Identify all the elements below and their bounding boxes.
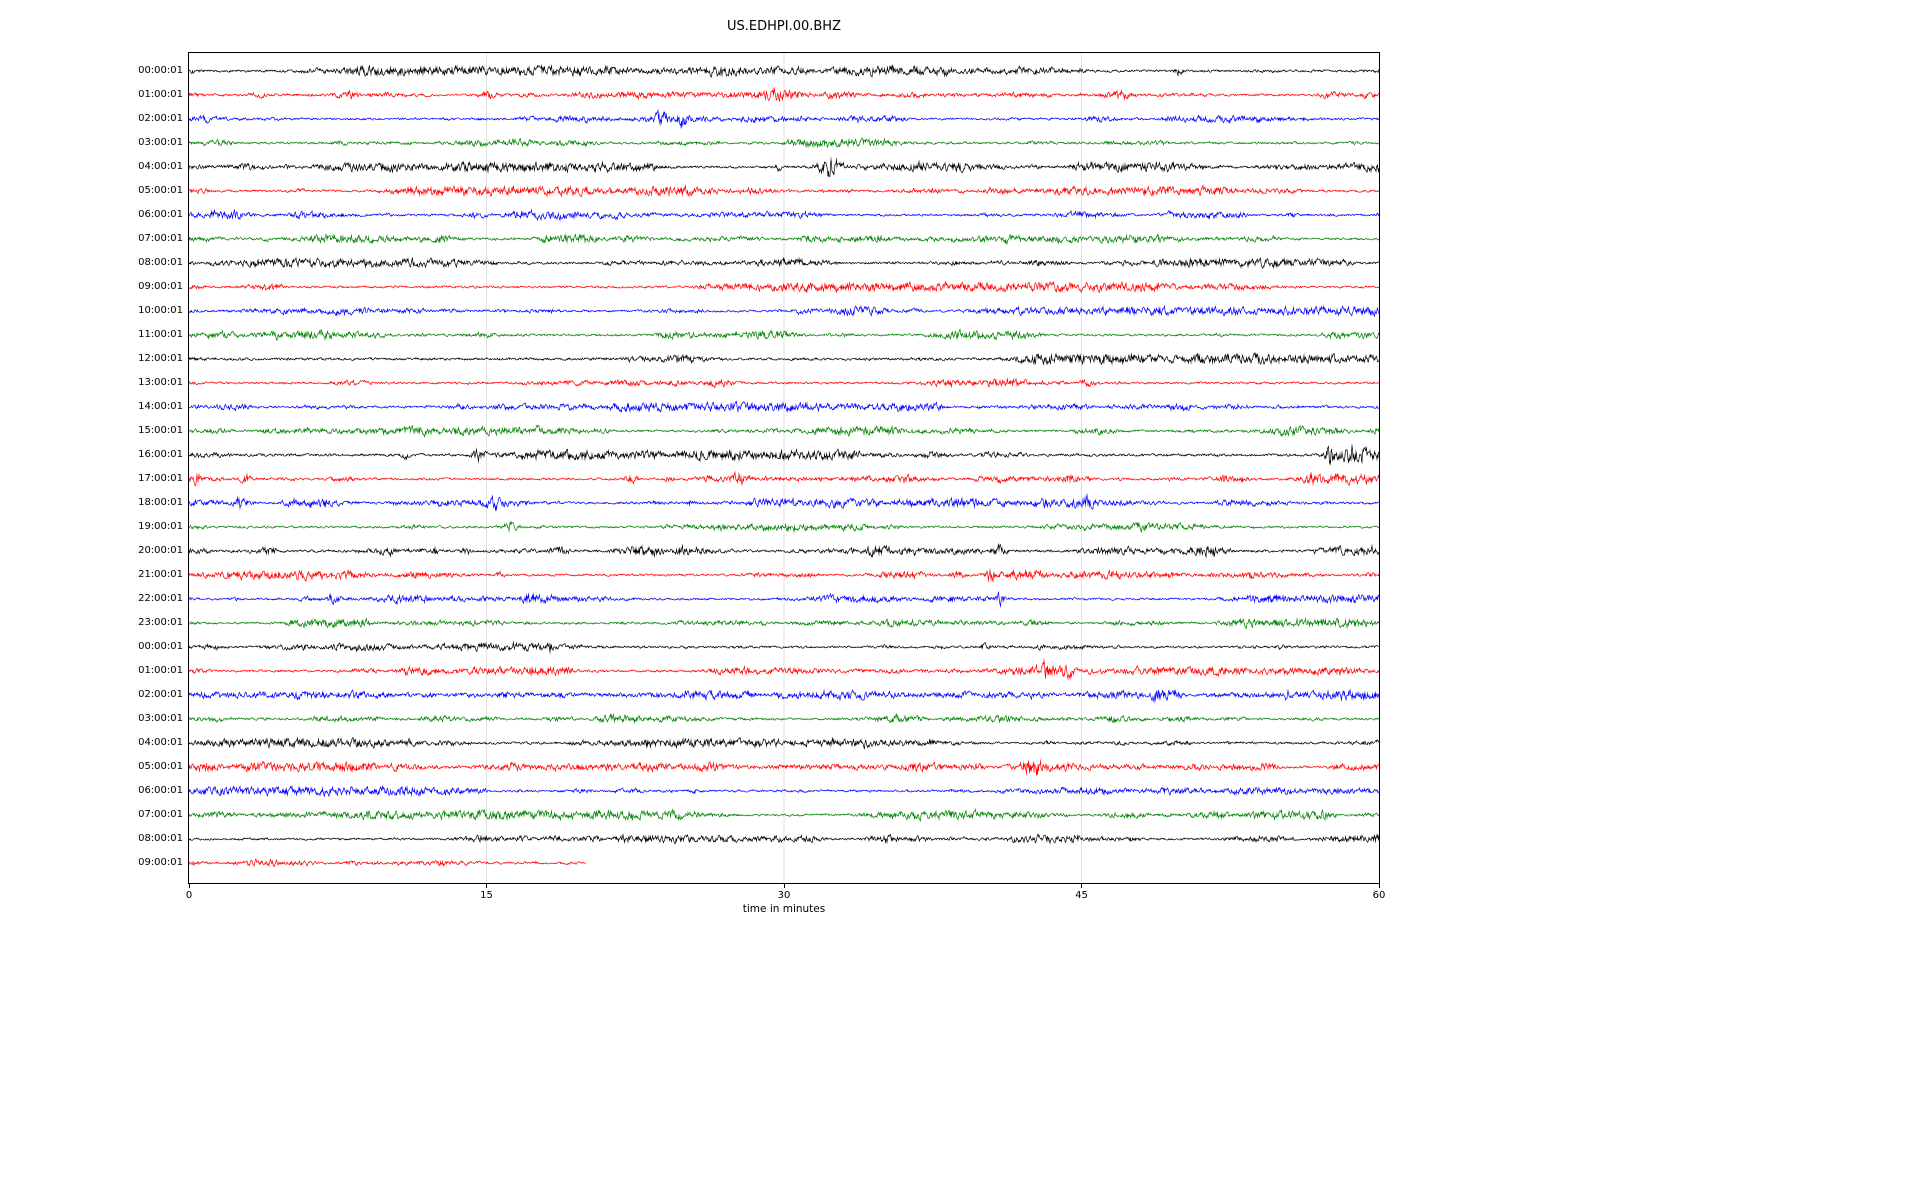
trace-time-label: 02:00:01 [138,689,183,700]
trace-time-label: 14:00:01 [138,401,183,412]
trace-time-label: 18:00:01 [138,497,183,508]
trace-time-label: 08:00:01 [138,833,183,844]
x-tick-label: 30 [777,890,791,901]
trace-time-label: 04:00:01 [138,737,183,748]
trace-time-label: 23:00:01 [138,617,183,628]
trace-time-label: 06:00:01 [138,209,183,220]
trace-time-label: 00:00:01 [138,65,183,76]
trace-time-label: 00:00:01 [138,641,183,652]
trace-time-label: 20:00:01 [138,545,183,556]
plot-area [188,52,1380,884]
trace-time-label: 09:00:01 [138,281,183,292]
trace-time-label: 01:00:01 [138,665,183,676]
chart-title: US.EDHPI.00.BHZ [727,19,841,34]
trace-time-label: 06:00:01 [138,785,183,796]
waveform-canvas [189,53,1379,883]
trace-time-label: 09:00:01 [138,857,183,868]
trace-time-label: 07:00:01 [138,233,183,244]
x-axis-title: time in minutes [742,903,826,915]
x-tick-mark [783,884,785,888]
trace-time-label: 12:00:01 [138,353,183,364]
x-tick-mark [188,884,190,888]
x-tick-label: 45 [1075,890,1088,901]
trace-time-label: 19:00:01 [138,521,183,532]
trace-time-label: 13:00:01 [138,377,183,388]
trace-time-label: 04:00:01 [138,161,183,172]
x-tick-label: 0 [185,890,193,901]
trace-time-label: 07:00:01 [138,809,183,820]
trace-time-label: 01:00:01 [138,89,183,100]
trace-time-label: 08:00:01 [138,257,183,268]
trace-time-label: 21:00:01 [138,569,183,580]
trace-time-label: 16:00:01 [138,449,183,460]
x-tick-mark [1378,884,1380,888]
trace-time-label: 10:00:01 [138,305,183,316]
x-tick-mark [1081,884,1082,888]
trace-time-label: 11:00:01 [138,329,183,340]
x-tick-label: 60 [1372,890,1386,901]
trace-time-label: 17:00:01 [138,473,183,484]
trace-time-label: 03:00:01 [138,713,183,724]
x-tick-mark [486,884,487,888]
trace-time-label: 22:00:01 [138,593,183,604]
trace-time-label: 02:00:01 [138,113,183,124]
trace-time-label: 05:00:01 [138,761,183,772]
trace-time-label: 15:00:01 [138,425,183,436]
trace-time-label: 05:00:01 [138,185,183,196]
trace-time-label: 03:00:01 [138,137,183,148]
x-tick-label: 15 [480,890,493,901]
